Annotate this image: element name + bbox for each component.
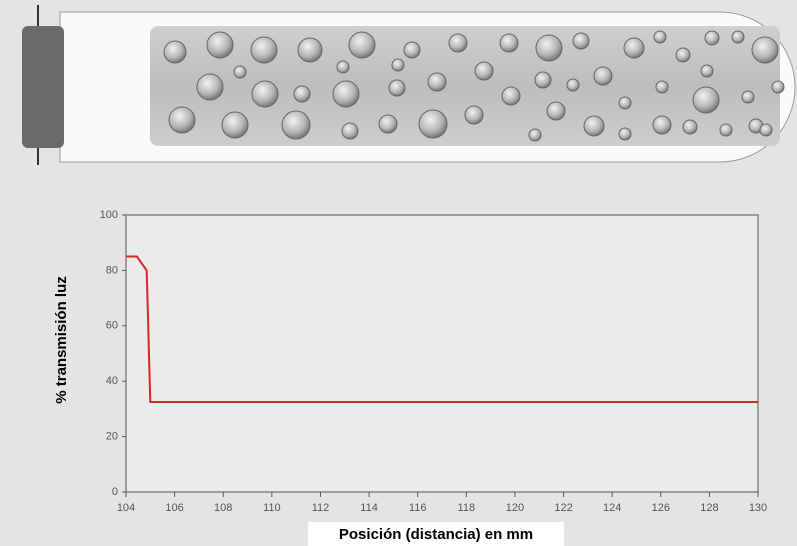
plot-area xyxy=(126,215,758,492)
chart: Posición (distancia) en mm % transmisión… xyxy=(0,0,797,546)
x-tick-label: 118 xyxy=(458,502,476,514)
y-tick-label: 0 xyxy=(112,486,118,498)
x-tick-label: 106 xyxy=(165,502,183,514)
x-tick-label: 104 xyxy=(117,502,135,514)
x-axis-label: Posición (distancia) en mm xyxy=(339,526,533,543)
x-tick-label: 126 xyxy=(652,502,670,514)
y-tick-label: 20 xyxy=(106,431,118,443)
x-tick-label: 114 xyxy=(360,502,378,514)
x-tick-label: 110 xyxy=(263,502,281,514)
y-tick-label: 100 xyxy=(100,209,118,221)
page: Posición (distancia) en mm % transmisión… xyxy=(0,0,797,546)
test-tube xyxy=(22,5,795,165)
x-tick-label: 128 xyxy=(700,502,718,514)
y-tick-label: 60 xyxy=(106,320,118,332)
x-tick-label: 124 xyxy=(603,502,621,514)
y-tick-label: 40 xyxy=(106,375,118,387)
y-tick-label: 80 xyxy=(106,264,118,276)
x-tick-label: 112 xyxy=(312,502,330,514)
x-tick-label: 120 xyxy=(506,502,524,514)
x-tick-label: 116 xyxy=(409,502,427,514)
x-tick-label: 108 xyxy=(214,502,232,514)
x-tick-label: 122 xyxy=(554,502,572,514)
y-axis-label: % transmisión luz xyxy=(53,276,70,404)
x-tick-label: 130 xyxy=(749,502,767,514)
